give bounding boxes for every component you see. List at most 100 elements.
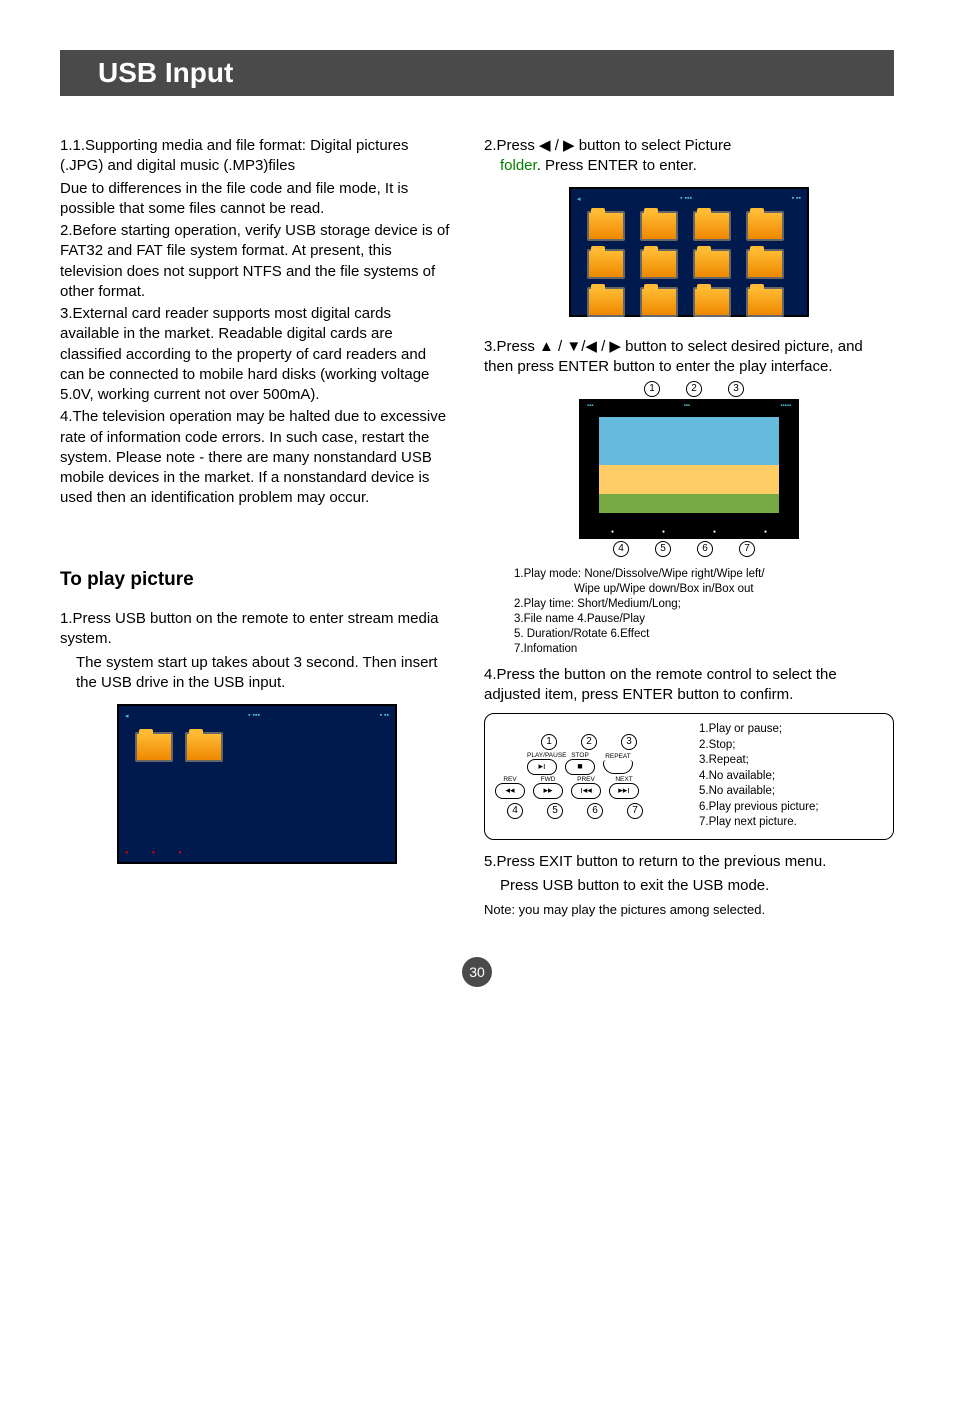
play-pause-button: ▸ı [527, 759, 557, 775]
folder-icon [587, 287, 625, 317]
step-2-rest: . Press ENTER to enter. [537, 157, 697, 174]
legend-3: 3.File name 4.Pause/Play [514, 612, 894, 627]
circle-5: 5 [547, 803, 563, 819]
header-bar: USB Input [60, 50, 894, 96]
section-heading: To play picture [60, 569, 454, 591]
screenshot-bottombar [125, 850, 389, 858]
step-5a: 5.Press EXIT button to return to the pre… [484, 852, 894, 872]
remote-row-2: REV◂◂ FWD▸▸ PREVı◂◂ NEXT▸▸ı [495, 776, 685, 799]
next-button: ▸▸ı [609, 783, 639, 799]
screenshot-picture-folder: ◂▪ ▪▪▪▪ ▪▪ [569, 187, 809, 317]
remote-row-1: PLAY/PAUSE▸ı STOP■ REPEAT [527, 752, 685, 775]
folder-icon [185, 732, 223, 762]
remote-legend-6: 6.Play previous picture; [699, 800, 819, 816]
remote-diagram: 1 2 3 PLAY/PAUSE▸ı STOP■ REPEAT REV◂◂ FW… [484, 713, 894, 840]
left-column: 1.1.Supporting media and file format: Di… [60, 136, 454, 917]
circle-3: 3 [728, 381, 744, 397]
circle-row-top: 1 2 3 [579, 381, 809, 397]
repeat-button [603, 760, 633, 774]
circle-2: 2 [686, 381, 702, 397]
remote-legend-5: 5.No available; [699, 784, 819, 800]
para-1a: 1.1.Supporting media and file format: Di… [60, 136, 454, 177]
circle-1: 1 [644, 381, 660, 397]
folder-icon [640, 249, 678, 279]
screenshot-play-interface: 1 2 3 ▪▪▪▪▪▪▪▪▪▪▪ ●●●● 4 5 6 7 [569, 381, 809, 561]
circle-7: 7 [739, 541, 755, 557]
circle-3: 3 [621, 734, 637, 750]
folder-grid [135, 732, 223, 762]
remote-buttons: 1 2 3 PLAY/PAUSE▸ı STOP■ REPEAT REV◂◂ FW… [495, 734, 685, 819]
label-play-pause: PLAY/PAUSE [527, 752, 557, 759]
circle-6: 6 [697, 541, 713, 557]
right-column: 2.Press ◀ / ▶ button to select Picture f… [484, 136, 894, 917]
remote-legend-3: 3.Repeat; [699, 753, 819, 769]
remote-nums-top: 1 2 3 [541, 734, 685, 750]
para-2: 2.Before starting operation, verify USB … [60, 221, 454, 302]
rev-button: ◂◂ [495, 783, 525, 799]
step-5b: Press USB button to exit the USB mode. [500, 876, 894, 896]
folder-icon [746, 211, 784, 241]
folder-icon [135, 732, 173, 762]
step-2a: 2.Press ◀ / ▶ button to select Picture [484, 137, 731, 154]
remote-legend: 1.Play or pause; 2.Stop; 3.Repeat; 4.No … [699, 722, 819, 831]
screenshot-topbar: ◂▪ ▪▪▪▪ ▪▪ [125, 712, 389, 724]
legend-7: 7.Infomation [514, 642, 894, 657]
legend-2: 2.Play time: Short/Medium/Long; [514, 597, 894, 612]
step-3-text: 3.Press ▲ / ▼/◀ / ▶ button to select des… [484, 338, 863, 375]
step-2: 2.Press ◀ / ▶ button to select Picture f… [484, 136, 894, 177]
screenshot-topbar: ◂▪ ▪▪▪▪ ▪▪ [577, 195, 801, 207]
preview-body: ▪▪▪▪▪▪▪▪▪▪▪ ●●●● [579, 399, 799, 539]
fwd-button: ▸▸ [533, 783, 563, 799]
legend-1: 1.Play mode: None/Dissolve/Wipe right/Wi… [514, 567, 894, 582]
legend-1b: Wipe up/Wipe down/Box in/Box out [574, 582, 894, 597]
label-repeat: REPEAT [603, 753, 633, 760]
screenshot-stream-media: ◂▪ ▪▪▪▪ ▪▪ [117, 704, 397, 864]
folder-icon [693, 249, 731, 279]
folder-icon [587, 249, 625, 279]
para-1b: Due to differences in the file code and … [60, 179, 454, 220]
circle-1: 1 [541, 734, 557, 750]
preview-topbar: ▪▪▪▪▪▪▪▪▪▪▪ [587, 403, 791, 409]
circle-7: 7 [627, 803, 643, 819]
label-next: NEXT [609, 776, 639, 783]
legend-5: 5. Duration/Rotate 6.Effect [514, 627, 894, 642]
header-inner: USB Input [80, 51, 251, 95]
step-2-green: folder [500, 157, 537, 174]
folder-icon [746, 287, 784, 317]
page-title: USB Input [98, 57, 233, 88]
page-number-badge: 30 [462, 957, 492, 987]
preview-image [599, 417, 779, 513]
circle-6: 6 [587, 803, 603, 819]
para-3: 3.External card reader supports most dig… [60, 304, 454, 405]
remote-legend-7: 7.Play next picture. [699, 815, 819, 831]
folder-icon [587, 211, 625, 241]
folder-icon [640, 287, 678, 317]
para-4: 4.The television operation may be halted… [60, 407, 454, 508]
prev-button: ı◂◂ [571, 783, 601, 799]
circle-row-bottom: 4 5 6 7 [559, 541, 809, 557]
note: Note: you may play the pictures among se… [484, 902, 894, 917]
remote-legend-2: 2.Stop; [699, 738, 819, 754]
folder-grid [587, 211, 791, 317]
label-prev: PREV [571, 776, 601, 783]
step-4: 4.Press the button on the remote control… [484, 665, 894, 706]
label-rev: REV [495, 776, 525, 783]
step-3: 3.Press ▲ / ▼/◀ / ▶ button to select des… [484, 337, 894, 378]
circle-5: 5 [655, 541, 671, 557]
folder-icon [693, 287, 731, 317]
remote-legend-4: 4.No available; [699, 769, 819, 785]
content-columns: 1.1.Supporting media and file format: Di… [60, 136, 894, 917]
folder-icon [693, 211, 731, 241]
preview-bottombar: ●●●● [587, 529, 791, 535]
remote-legend-1: 1.Play or pause; [699, 722, 819, 738]
folder-icon [640, 211, 678, 241]
circle-4: 4 [507, 803, 523, 819]
folder-icon [746, 249, 784, 279]
step-1b: The system start up takes about 3 second… [76, 653, 454, 694]
circle-4: 4 [613, 541, 629, 557]
step-1a: 1.Press USB button on the remote to ente… [60, 609, 454, 650]
stop-button: ■ [565, 759, 595, 775]
circle-2: 2 [581, 734, 597, 750]
label-stop: STOP [565, 752, 595, 759]
remote-nums-bottom: 4 5 6 7 [507, 803, 685, 819]
